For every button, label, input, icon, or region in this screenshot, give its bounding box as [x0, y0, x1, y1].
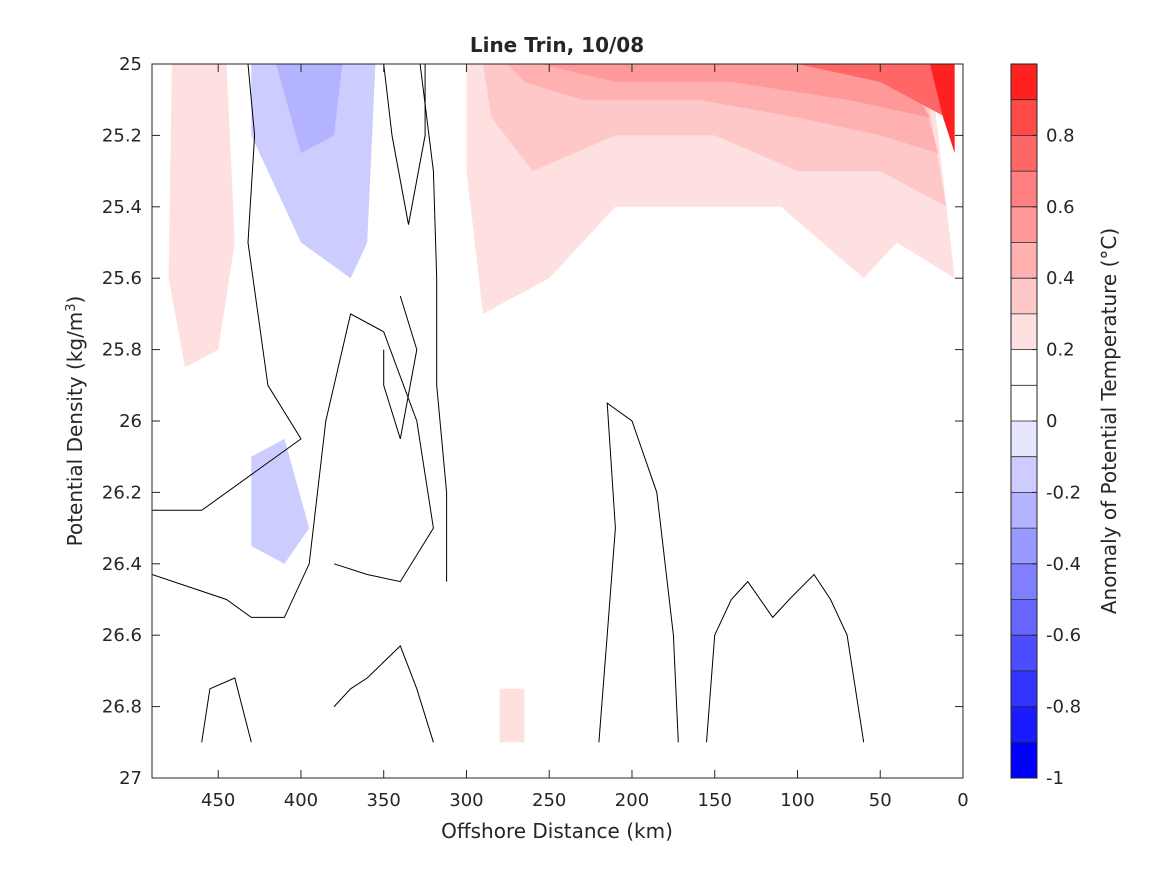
y-axis-title: Potential Density (kg/m3)	[63, 296, 87, 547]
colorbar-tick-label--0.8: -0.8	[1046, 697, 1081, 718]
colorbar-band-7	[1011, 492, 1037, 529]
zero-contour-line-7	[201, 677, 252, 743]
y-tick-label-25.4: 25.4	[102, 197, 142, 218]
chart-title: Line Trin, 10/08	[470, 33, 644, 57]
contour-region-8	[797, 64, 947, 118]
x-tick-label-450: 450	[201, 790, 235, 811]
contour-region-7	[540, 64, 930, 118]
zero-contour-line-8	[333, 645, 434, 743]
colorbar-band-13	[1011, 278, 1037, 314]
x-tick-label-0: 0	[957, 790, 968, 811]
y-tick-label-25.8: 25.8	[102, 340, 142, 361]
y-tick-label-26.2: 26.2	[102, 482, 142, 503]
colorbar-band-16	[1011, 171, 1037, 207]
colorbar-band-9	[1011, 421, 1037, 457]
colorbar-band-10	[1011, 385, 1037, 421]
colorbar-tick-label-0: 0	[1046, 411, 1057, 432]
plot-area	[152, 64, 955, 743]
zero-contour-line-5	[598, 402, 679, 743]
zero-contour-line-6	[706, 573, 865, 743]
y-tick-label-26.6: 26.6	[102, 625, 142, 646]
colorbar-band-11	[1011, 349, 1037, 386]
colorbar-band-18	[1011, 99, 1037, 136]
colorbar-band-15	[1011, 206, 1037, 243]
x-tick-label-300: 300	[449, 790, 483, 811]
colorbar-band-0	[1011, 742, 1037, 778]
colorbar-band-12	[1011, 313, 1037, 350]
y-axis-title-sup: 3	[64, 303, 79, 311]
x-axis-title: Offshore Distance (km)	[441, 819, 673, 843]
contour-region-14	[152, 635, 210, 743]
contour-region-13	[764, 438, 897, 653]
y-tick-label-27: 27	[119, 768, 142, 789]
zero-contour-line-4	[383, 295, 418, 440]
colorbar-band-5	[1011, 563, 1037, 600]
colorbar-band-14	[1011, 242, 1037, 279]
x-tick-label-150: 150	[698, 790, 732, 811]
colorbar-band-17	[1011, 135, 1037, 172]
colorbar-band-4	[1011, 599, 1037, 636]
zero-contour-line-0	[152, 64, 302, 511]
contour-region-1	[168, 64, 235, 368]
colorbar-band-6	[1011, 528, 1037, 564]
contour-region-10	[251, 64, 376, 279]
colorbar-band-1	[1011, 706, 1037, 743]
contour-region-11	[276, 64, 343, 154]
contour-region-15	[466, 635, 566, 743]
colorbar-band-8	[1011, 456, 1037, 493]
y-tick-label-25: 25	[119, 54, 142, 75]
colorbar-tick-label--0.2: -0.2	[1046, 482, 1081, 503]
x-axis: 450 400 350 300 250 200 150 100 50 0	[201, 64, 969, 811]
x-tick-label-350: 350	[367, 790, 401, 811]
x-tick-label-400: 400	[284, 790, 318, 811]
contour-region-9	[929, 64, 955, 154]
colorbar-tick-label--0.4: -0.4	[1046, 554, 1081, 575]
contour-layer	[152, 64, 955, 743]
x-tick-label-200: 200	[615, 790, 649, 811]
colorbar-tick-label-0.2: 0.2	[1046, 340, 1075, 361]
y-tick-label-26: 26	[119, 411, 142, 432]
y-axis-title-main: Potential Density (kg/m	[63, 312, 87, 547]
colorbar-tick-label-0.6: 0.6	[1046, 197, 1075, 218]
colorbar-band-2	[1011, 670, 1037, 707]
colorbar-band-3	[1011, 635, 1037, 671]
colorbar-tick-label--0.6: -0.6	[1046, 625, 1081, 646]
x-tick-label-50: 50	[869, 790, 892, 811]
y-tick-label-26.4: 26.4	[102, 554, 142, 575]
contour-region-12	[251, 438, 310, 564]
contour-region-16	[499, 688, 525, 743]
y-tick-label-25.6: 25.6	[102, 268, 142, 289]
colorbar-tick-label-0.4: 0.4	[1046, 268, 1075, 289]
colorbar-frame	[1010, 63, 1038, 779]
y-tick-label-26.8: 26.8	[102, 697, 142, 718]
y-tick-label-25.2: 25.2	[102, 125, 142, 146]
x-tick-label-250: 250	[532, 790, 566, 811]
zero-contour-line-3	[419, 64, 448, 582]
zero-contour-line-1	[152, 313, 434, 618]
colorbar-tick-label--1: -1	[1046, 768, 1064, 789]
colorbar-label: Anomaly of Potential Temperature (°C)	[1097, 228, 1121, 614]
y-axis-title-close: )	[63, 296, 87, 304]
colorbar-band-19	[1011, 64, 1037, 100]
x-tick-label-100: 100	[780, 790, 814, 811]
y-axis: 25 25.2 25.4 25.6 25.8 26 26.2 26.4 26.6 26.8 27	[102, 54, 963, 789]
colorbar: 0.8 0.6 0.4 0.2 0 -0.2 -0.4 -0.6 -0.8 -1	[1011, 64, 1081, 789]
zero-contour-line-2	[383, 64, 426, 225]
colorbar-tick-label-0.8: 0.8	[1046, 125, 1075, 146]
